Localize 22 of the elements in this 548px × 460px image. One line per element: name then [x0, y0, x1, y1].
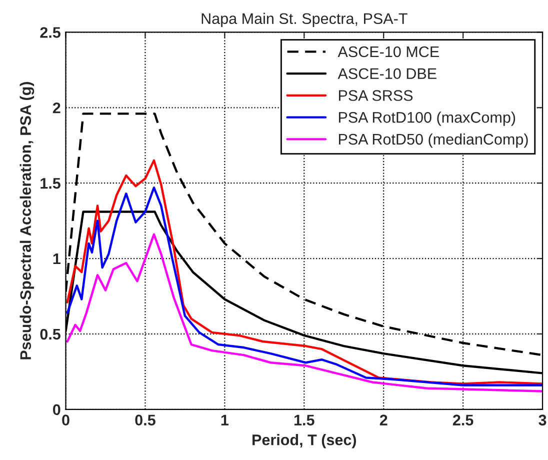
x-tick-label: 1	[221, 414, 229, 426]
x-tick-label: 1.5	[294, 414, 314, 426]
legend-label: PSA RotD100 (maxComp)	[338, 112, 516, 126]
legend-label: PSA SRSS	[338, 90, 413, 101]
legend-label: PSA RotD50 (medianComp)	[338, 133, 528, 148]
chart-title: Napa Main St. Spectra, PSA-T	[202, 12, 408, 28]
y-tick-label: 2	[52, 102, 60, 114]
x-tick-label: 3	[538, 414, 546, 426]
x-tick-label: 2	[380, 414, 388, 426]
y-axis-title: Pseudo-Spectral Acceleration, PSA (g)	[20, 82, 34, 360]
line-series	[66, 233, 543, 392]
x-tick-label: 2.5	[452, 414, 474, 426]
y-tick-label: 1.5	[40, 178, 60, 189]
y-tick-label: 2.5	[40, 27, 60, 38]
legend-label: ASCE-10 MCE	[338, 46, 439, 58]
x-tick-label: 0.5	[135, 414, 156, 426]
legend-label: ASCE-10 DBE	[338, 68, 436, 80]
x-tick-label: 0	[62, 414, 70, 426]
x-axis-title: Period, T (sec)	[252, 434, 356, 448]
y-tick-label: 1	[53, 254, 60, 264]
y-tick-label: 0.5	[40, 328, 60, 340]
y-tick-label: 0	[53, 404, 60, 416]
